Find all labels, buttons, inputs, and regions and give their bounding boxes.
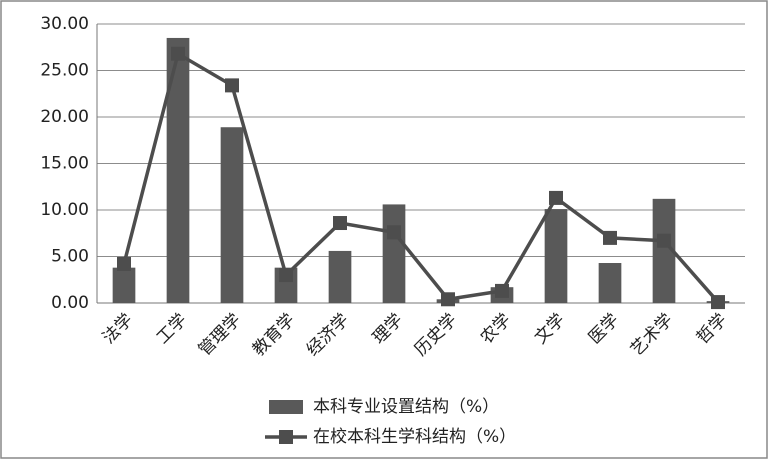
bar [166, 37, 190, 303]
y-tick-label: 15.00 [40, 154, 89, 174]
legend-label: 本科专业设置结构（%） [313, 397, 499, 417]
y-tick-label: 10.00 [40, 200, 89, 220]
marker [279, 268, 293, 283]
marker [333, 216, 347, 231]
y-tick-label: 30.00 [40, 14, 89, 34]
bar [220, 127, 244, 303]
bar [112, 267, 136, 303]
marker [171, 46, 185, 61]
bar [382, 204, 406, 303]
bar [598, 263, 622, 303]
marker [225, 78, 239, 93]
marker [117, 256, 131, 271]
marker [549, 190, 563, 205]
bar [328, 250, 352, 303]
y-tick-label: 25.00 [40, 61, 89, 81]
line [122, 51, 720, 304]
y-tick-label: 5.00 [51, 247, 89, 267]
bar [544, 209, 568, 303]
marker [495, 283, 509, 298]
marker [387, 225, 401, 240]
y-tick-label: 20.00 [40, 107, 89, 127]
legend-swatch [269, 400, 303, 414]
marker [657, 233, 671, 248]
marker [441, 292, 455, 307]
legend-swatch [279, 430, 293, 444]
marker [603, 230, 617, 245]
legend-label: 在校本科生学科结构（%） [313, 427, 516, 447]
y-tick-label: 0.00 [51, 293, 89, 313]
marker [711, 295, 725, 310]
bar [652, 198, 676, 303]
